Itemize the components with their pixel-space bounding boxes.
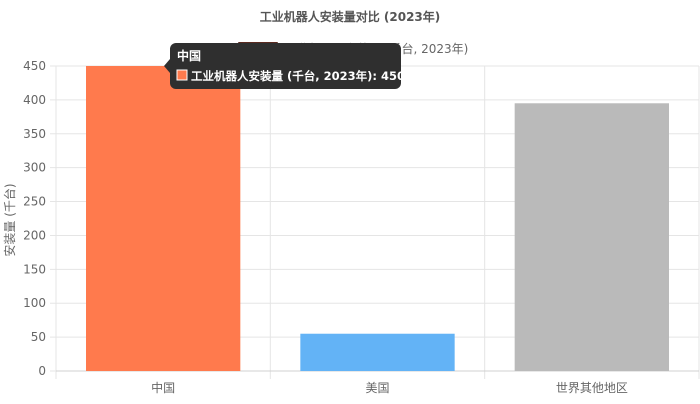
y-tick-label: 0 — [38, 364, 46, 378]
y-tick-label: 150 — [23, 262, 46, 276]
bar-1[interactable] — [86, 66, 241, 371]
x-tick-label: 中国 — [151, 380, 175, 395]
y-tick-label: 200 — [23, 228, 46, 242]
y-tick-label: 50 — [31, 330, 46, 344]
bar-3[interactable] — [514, 103, 669, 372]
y-tick-label: 350 — [23, 127, 46, 141]
y-tick-label: 400 — [23, 93, 46, 107]
tooltip-label: 工业机器人安装量 (千台, 2023年): 450 — [191, 69, 405, 83]
tooltip-box — [170, 43, 401, 89]
y-axis-tick-labels: 0 50 100 150 200 250 300 350 400 450 — [23, 59, 46, 378]
y-tick-label: 450 — [23, 59, 46, 73]
y-tick-label: 250 — [23, 195, 46, 209]
x-tick-label: 世界其他地区 — [556, 381, 628, 395]
x-tick-label: 美国 — [365, 381, 389, 395]
tooltip-swatch — [176, 69, 188, 81]
chart-title: 工业机器人安装量对比 (2023年) — [260, 9, 441, 24]
tooltip-pointer — [164, 59, 170, 73]
bars-layer[interactable] — [86, 66, 669, 372]
tooltip-title: 中国 — [177, 48, 201, 63]
y-tick-label: 100 — [23, 296, 46, 310]
x-axis-tick-labels: 中国 美国 世界其他地区 — [151, 380, 628, 395]
y-axis-title: 安装量 (千台) — [2, 183, 17, 256]
y-tick-label: 300 — [23, 161, 46, 175]
tooltip: 中国 工业机器人安装量 (千台, 2023年): 450 — [164, 43, 405, 89]
bar-2[interactable] — [300, 333, 455, 371]
